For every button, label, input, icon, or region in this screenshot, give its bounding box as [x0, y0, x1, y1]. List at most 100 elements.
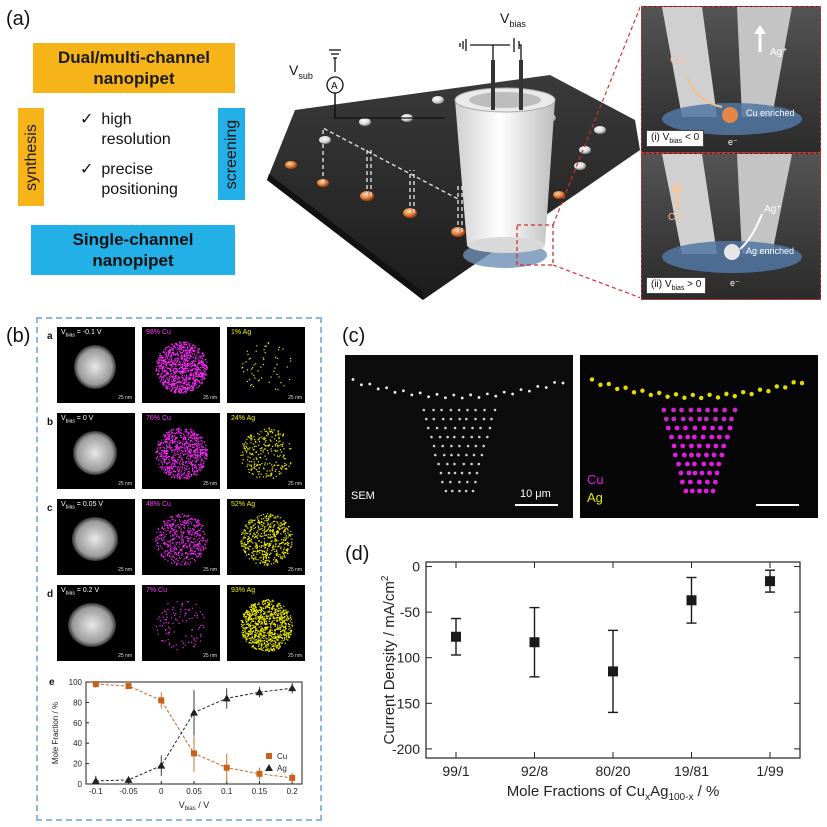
data-point — [451, 631, 461, 642]
sem-particle — [561, 381, 565, 385]
screening-text: screening — [223, 119, 240, 189]
cu-map-tile: 7% Cu 25 nm — [142, 585, 220, 661]
eds-cu-particle — [683, 425, 688, 431]
eds-cu-particle — [688, 443, 694, 449]
sem-particle — [432, 408, 435, 412]
tile-scale-label: 25 nm — [118, 395, 132, 401]
y-tick-label: 100 — [69, 678, 83, 687]
sem-particle — [486, 435, 489, 439]
dual-channel-box: Dual/multi-channel nanopipet — [33, 43, 235, 93]
sem-particle — [385, 386, 388, 390]
caption-negative-bias: (i) Vbias < 0 — [646, 130, 705, 147]
eds-cu-particle — [663, 416, 669, 422]
sem-particle — [553, 380, 556, 384]
cu-marker — [191, 750, 197, 757]
eds-cu-particle — [713, 443, 719, 449]
sem-particle — [433, 453, 437, 457]
tile-scale-label: 25 nm — [203, 481, 217, 487]
eds-ag-particle — [707, 392, 712, 398]
ag-percent-label: 1% Ag — [231, 329, 252, 336]
eds-cu-particle — [687, 479, 693, 485]
legend-label: Cu — [277, 752, 287, 761]
sem-label: SEM — [351, 490, 375, 502]
tile-scale-label: 25 nm — [203, 395, 217, 401]
inset-bottom-art — [662, 154, 802, 273]
tile-image — [240, 513, 293, 566]
sem-particle — [544, 386, 548, 389]
eds-ag-particle — [640, 388, 645, 393]
sem-particle — [462, 462, 466, 466]
tile-image — [241, 342, 292, 391]
y-tick-label: 80 — [73, 698, 82, 707]
eds-cu-label: Cu — [587, 472, 604, 487]
sem-particle — [443, 453, 446, 457]
sem-particle — [446, 462, 449, 466]
sem-particle — [458, 489, 461, 493]
sem-particle — [519, 388, 523, 392]
sem-particle — [458, 444, 461, 448]
sem-particle — [424, 417, 428, 421]
eds-cu-particle — [701, 425, 707, 431]
eds-cu-particle — [671, 443, 677, 449]
tile-image — [155, 427, 208, 480]
ag-map-tile: 1% Ag 25 nm — [227, 327, 305, 403]
inset-top-art — [662, 7, 802, 135]
sem-particle — [444, 396, 447, 400]
sem-particle — [453, 435, 456, 439]
sem-particle — [432, 417, 436, 421]
eds-ag-particle — [657, 390, 662, 396]
sem-particle — [449, 480, 452, 484]
eds-ag-particle — [589, 377, 595, 382]
sem-particle — [480, 453, 484, 457]
enriched-label: Cu enriched — [746, 108, 795, 118]
eds-ag-particle — [715, 395, 721, 400]
sem-particle — [475, 471, 479, 475]
eds-cu-particle — [696, 443, 702, 449]
eds-cu-particle — [713, 407, 718, 413]
panel-b-label: (b) — [6, 325, 31, 347]
y-tick-label: -150 — [392, 695, 420, 711]
particle-blob — [74, 345, 116, 389]
sem-particle — [444, 426, 447, 430]
cu-ion-label: Cu²⁺ — [668, 212, 690, 223]
eds-cu-particle — [704, 479, 710, 485]
data-point — [608, 666, 618, 677]
sem-particle — [474, 444, 478, 448]
tile-image — [68, 603, 116, 647]
caption-positive-bias: (ii) Vbias > 0 — [646, 277, 707, 294]
eds-cu-particle — [684, 461, 690, 467]
cu-map-tile: 76% Cu 25 nm — [142, 413, 220, 489]
ag-marker — [255, 688, 264, 696]
eds-ag-particle — [623, 385, 628, 390]
bias-label: Vbias = 0.2 V — [61, 587, 100, 597]
eds-cu-particle — [716, 461, 722, 467]
sem-particle — [426, 426, 430, 430]
sem-particle — [458, 480, 461, 484]
tile-image — [155, 600, 205, 651]
legend-ag-marker — [265, 764, 273, 771]
eds-cu-particle — [714, 470, 720, 476]
sem-particle — [432, 444, 436, 448]
eds-cu-particle — [713, 416, 718, 422]
tile-scale-label: 25 nm — [118, 567, 132, 573]
eds-cu-particle — [724, 434, 730, 440]
sem-particle — [450, 444, 453, 448]
sem-particle — [486, 392, 489, 396]
eds-scale-bar — [756, 504, 799, 506]
eds-cu-particle — [705, 407, 710, 413]
dual-channel-text: Dual/multi-channel nanopipet — [57, 48, 211, 88]
sem-particle — [402, 389, 405, 393]
haadf-tile: Vbias = 0.2 V 25 nm — [57, 585, 135, 661]
eds-ag-particle — [741, 389, 746, 395]
cu-map-tile: 98% Cu 25 nm — [142, 327, 220, 403]
sem-particle — [462, 426, 466, 430]
cu-marker — [125, 683, 132, 690]
feature-text: precise positioning — [101, 161, 178, 198]
eds-cu-particle — [688, 416, 694, 422]
tile-image — [155, 341, 208, 394]
x-tick-label: -0.05 — [119, 787, 138, 796]
eds-ag-particle — [699, 395, 704, 401]
sem-particle — [471, 489, 475, 493]
eds-ag-particle — [673, 392, 679, 397]
sem-particle — [470, 435, 474, 439]
